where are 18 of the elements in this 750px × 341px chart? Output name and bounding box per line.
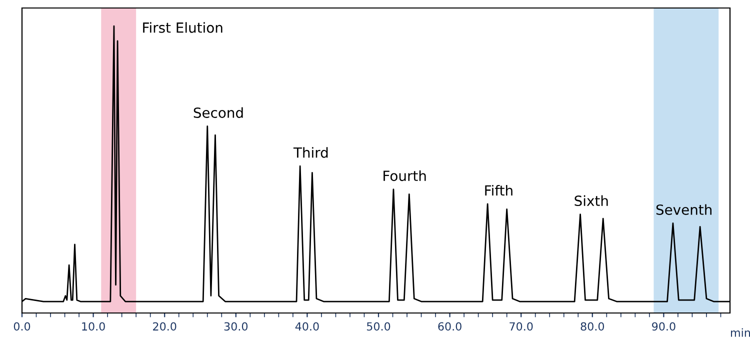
annotation: Fourth bbox=[384, 170, 426, 182]
x-tick-label: 80.0 bbox=[580, 322, 604, 331]
x-tick-label: 70.0 bbox=[510, 322, 533, 331]
annotation: Seventh bbox=[656, 204, 712, 215]
annotation: Third bbox=[293, 147, 328, 158]
x-tick-label: 50.0 bbox=[366, 322, 390, 331]
annotation: First Elution bbox=[143, 22, 222, 33]
x-tick-label: 30.0 bbox=[224, 322, 248, 331]
x-tick-label: 10.0 bbox=[82, 322, 105, 331]
x-tick-label: 20.0 bbox=[153, 322, 176, 331]
annotation: Second bbox=[194, 107, 243, 118]
x-tick-label: 40.0 bbox=[295, 322, 319, 331]
annotation: Fifth bbox=[485, 184, 512, 196]
x-tick-label: 90.0 bbox=[652, 322, 676, 331]
x-tick-label: 60.0 bbox=[438, 322, 462, 331]
x-tick-label: 0.0 bbox=[14, 322, 30, 331]
annotation: Sixth bbox=[574, 195, 608, 206]
x-axis-title: min bbox=[731, 328, 750, 337]
